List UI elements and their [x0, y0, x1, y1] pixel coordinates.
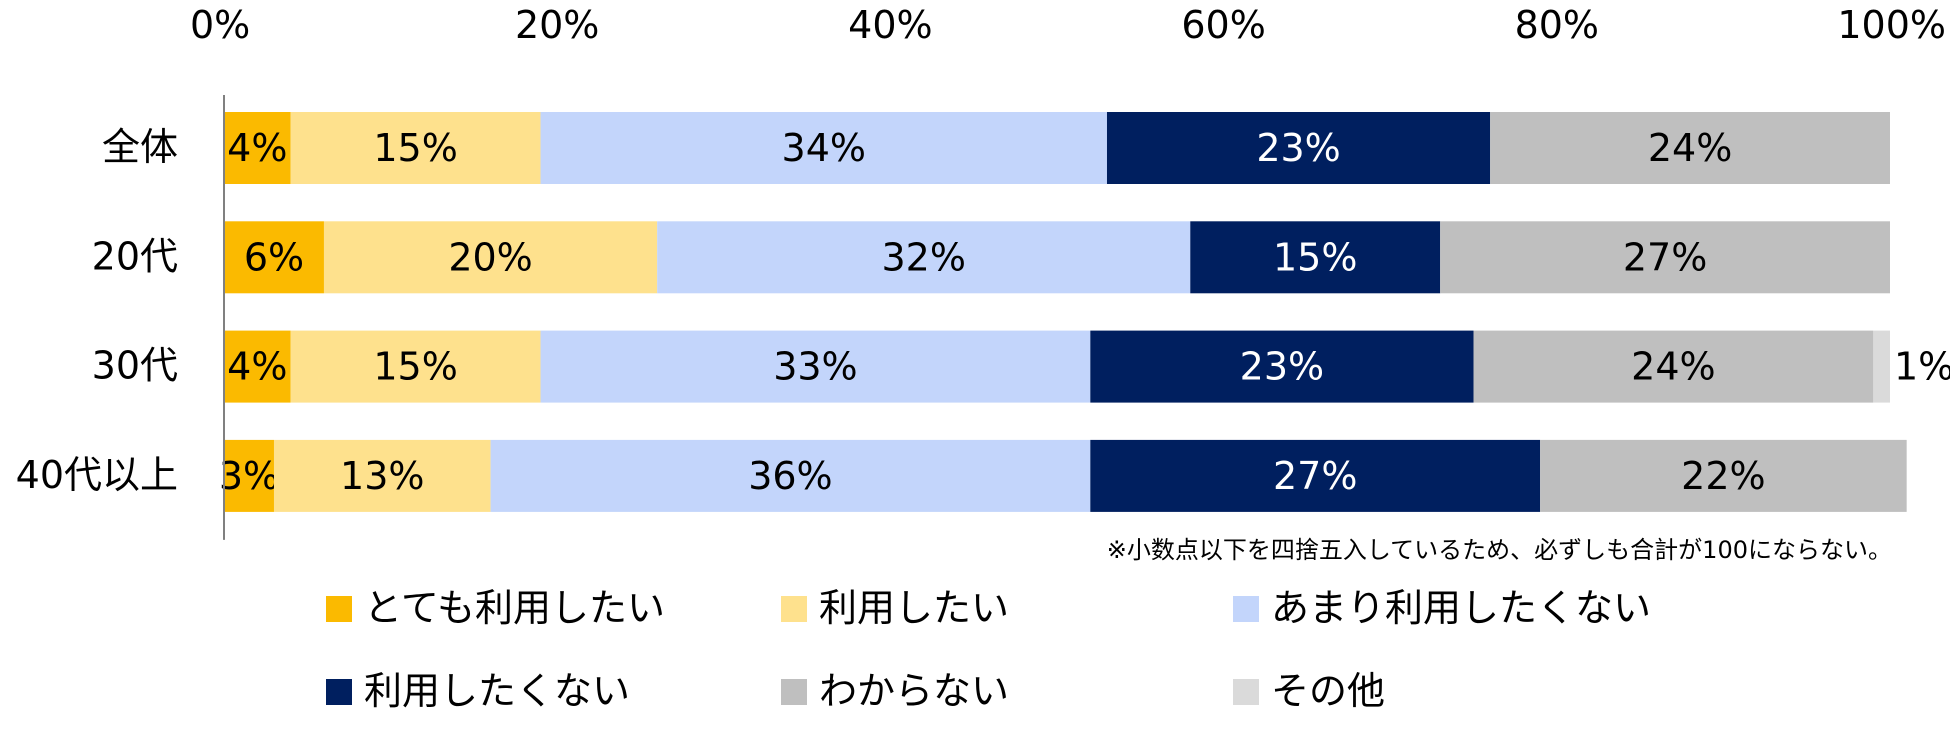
data-label-0-1: 15% — [373, 126, 457, 170]
data-label-1-2: 32% — [881, 235, 965, 279]
data-label-0-2: 34% — [782, 126, 866, 170]
x-tick-label-4: 80% — [1515, 3, 1599, 47]
bar-segment-1-0 — [224, 221, 324, 294]
bar-segment-1-2 — [657, 221, 1191, 294]
data-label-2-5: 1% — [1894, 345, 1950, 389]
bar-segment-2-3 — [1090, 330, 1474, 403]
bar-segment-3-1 — [273, 439, 491, 512]
bar-segment-0-1 — [290, 112, 541, 184]
bar-segment-1-4 — [1440, 221, 1890, 294]
legend-label-1: 利用したい — [819, 586, 1009, 630]
bar-segment-3-2 — [490, 439, 1091, 512]
legend-swatch-1 — [781, 596, 807, 622]
x-tick-label-3: 60% — [1181, 3, 1265, 47]
bar-segment-3-4 — [1540, 439, 1907, 512]
bar-segment-0-4 — [1490, 112, 1890, 184]
category-label-2: 30代 — [92, 344, 178, 388]
legend-swatch-5 — [1233, 679, 1259, 705]
bar-segment-3-3 — [1090, 439, 1541, 512]
x-tick-label-1: 20% — [515, 3, 599, 47]
rounding-note: ※小数点以下を四捨五入しているため、必ずしも合計が100にならない。 — [1107, 536, 1892, 564]
legend-label-0: とても利用したい — [364, 586, 665, 630]
bar-segment-2-5 — [1873, 330, 1890, 403]
bar-segment-1-3 — [1190, 221, 1441, 294]
bar-segment-2-4 — [1473, 330, 1874, 403]
legend-swatch-4 — [781, 679, 807, 705]
bar-segment-2-2 — [540, 330, 1091, 403]
data-label-1-3: 15% — [1273, 235, 1357, 279]
legend-swatch-0 — [326, 596, 352, 622]
data-label-3-2: 36% — [748, 454, 832, 498]
x-tick-label-5: 100% — [1837, 3, 1946, 47]
category-label-0: 全体 — [102, 125, 178, 169]
data-label-1-0: 6% — [244, 235, 304, 279]
data-label-1-1: 20% — [448, 235, 532, 279]
data-label-3-0: 3% — [219, 454, 279, 498]
legend-label-3: 利用したくない — [364, 669, 630, 713]
category-labels: 全体 20代 30代 40代以上 — [16, 125, 178, 497]
bar-segment-2-0 — [224, 330, 291, 403]
bar-segment-0-0 — [224, 112, 291, 184]
x-tick-label-2: 40% — [848, 3, 932, 47]
data-label-1-4: 27% — [1623, 235, 1707, 279]
legend-label-2: あまり利用したくない — [1271, 586, 1651, 630]
data-label-2-2: 33% — [773, 345, 857, 389]
data-label-2-0: 4% — [227, 345, 287, 389]
data-label-0-3: 23% — [1256, 126, 1340, 170]
data-label-2-4: 24% — [1631, 345, 1715, 389]
data-label-2-1: 15% — [373, 345, 457, 389]
legend-label-4: わからない — [819, 669, 1009, 713]
legend-swatch-3 — [326, 679, 352, 705]
category-label-3: 40代以上 — [16, 453, 178, 497]
legend-swatch-2 — [1233, 596, 1259, 622]
data-label-2-3: 23% — [1240, 345, 1324, 389]
x-tick-label-0: 0% — [190, 3, 250, 47]
legend-label-5: その他 — [1271, 669, 1385, 713]
data-label-0-0: 4% — [227, 126, 287, 170]
x-axis-ticks: 0% 20% 40% 60% 80% 100% — [190, 3, 1946, 47]
data-label-3-4: 22% — [1681, 454, 1765, 498]
bar-segment-2-1 — [290, 330, 541, 403]
bar-segment-3-0 — [224, 439, 274, 512]
bar-segment-0-2 — [540, 112, 1107, 184]
data-label-0-4: 24% — [1648, 126, 1732, 170]
bar-area: 4% 15% 34% 23% 24% 6% 20% 32% 15% 27% 4% 15% 33% 23% 2… — [219, 112, 1950, 512]
bar-segment-1-1 — [323, 221, 658, 294]
category-label-1: 20代 — [92, 234, 178, 278]
data-label-3-1: 13% — [340, 454, 424, 498]
data-label-3-3: 27% — [1273, 454, 1357, 498]
bar-segment-0-3 — [1106, 112, 1491, 184]
